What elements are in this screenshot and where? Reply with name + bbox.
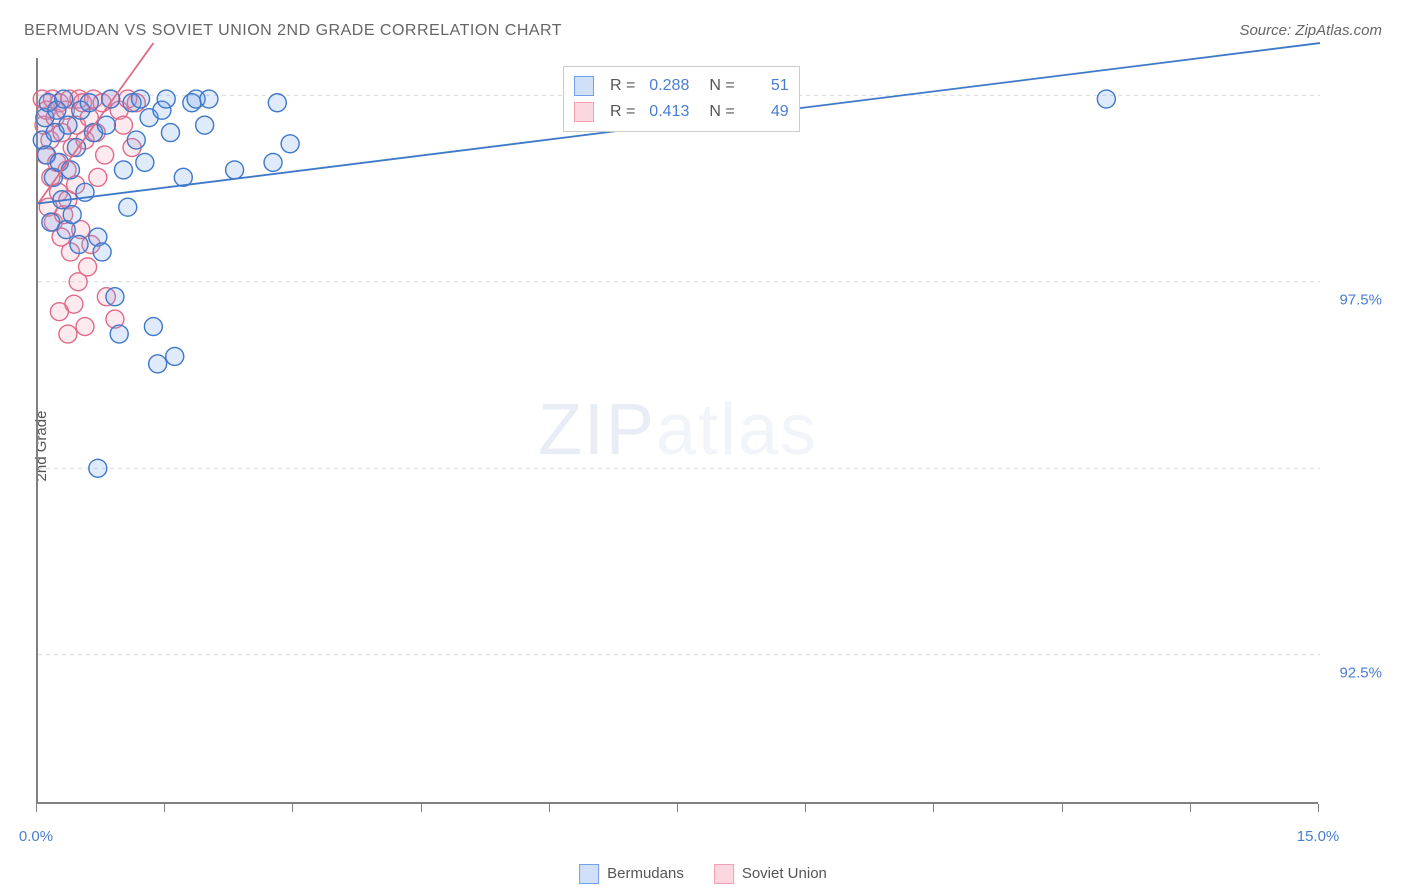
legend-swatch bbox=[579, 864, 599, 884]
legend: Bermudans Soviet Union bbox=[579, 864, 827, 884]
scatter-point bbox=[200, 90, 218, 108]
x-tick-mark bbox=[677, 804, 678, 812]
scatter-point bbox=[264, 153, 282, 171]
scatter-point bbox=[89, 168, 107, 186]
scatter-point bbox=[96, 146, 114, 164]
x-tick-mark bbox=[36, 804, 37, 812]
scatter-point bbox=[226, 161, 244, 179]
y-tick-label: 97.5% bbox=[1339, 291, 1382, 308]
scatter-point bbox=[79, 258, 97, 276]
scatter-point bbox=[59, 116, 77, 134]
x-tick-mark bbox=[1062, 804, 1063, 812]
x-tick-mark bbox=[421, 804, 422, 812]
scatter-point bbox=[127, 131, 145, 149]
scatter-point bbox=[136, 153, 154, 171]
stat-row: R =0.288 N = 51 bbox=[574, 73, 789, 99]
chart-title: BERMUDAN VS SOVIET UNION 2ND GRADE CORRE… bbox=[24, 22, 562, 40]
x-tick-mark bbox=[164, 804, 165, 812]
scatter-point bbox=[70, 236, 88, 254]
scatter-point bbox=[1097, 90, 1115, 108]
scatter-point bbox=[114, 161, 132, 179]
scatter-point bbox=[166, 347, 184, 365]
scatter-point bbox=[89, 459, 107, 477]
source-attribution: Source: ZipAtlas.com bbox=[1239, 22, 1382, 39]
scatter-point bbox=[268, 94, 286, 112]
stat-r-value: 0.413 bbox=[641, 99, 689, 125]
legend-item: Bermudans bbox=[579, 864, 684, 884]
scatter-point bbox=[281, 135, 299, 153]
x-tick-mark bbox=[805, 804, 806, 812]
series-swatch bbox=[574, 102, 594, 122]
scatter-point bbox=[149, 355, 167, 373]
x-tick-mark bbox=[549, 804, 550, 812]
scatter-point bbox=[50, 303, 68, 321]
scatter-point bbox=[119, 198, 137, 216]
stat-r-value: 0.288 bbox=[641, 73, 689, 99]
y-tick-label: 92.5% bbox=[1339, 664, 1382, 681]
x-tick-mark bbox=[933, 804, 934, 812]
scatter-point bbox=[76, 318, 94, 336]
scatter-point bbox=[61, 161, 79, 179]
x-tick-mark bbox=[292, 804, 293, 812]
scatter-point bbox=[144, 318, 162, 336]
scatter-point bbox=[55, 90, 73, 108]
series-swatch bbox=[574, 76, 594, 96]
scatter-point bbox=[97, 116, 115, 134]
stat-n-label: N = bbox=[709, 73, 734, 99]
scatter-point bbox=[59, 325, 77, 343]
stat-n-value: 49 bbox=[741, 99, 789, 125]
scatter-point bbox=[132, 90, 150, 108]
chart-svg bbox=[38, 58, 1320, 804]
legend-item: Soviet Union bbox=[714, 864, 827, 884]
scatter-point bbox=[157, 90, 175, 108]
stat-n-label: N = bbox=[709, 99, 734, 125]
correlation-stats-box: R =0.288 N = 51 R =0.413 N = 49 bbox=[563, 66, 800, 132]
scatter-point bbox=[63, 206, 81, 224]
scatter-point bbox=[161, 124, 179, 142]
x-tick-label: 15.0% bbox=[1297, 828, 1340, 845]
scatter-point bbox=[93, 243, 111, 261]
scatter-point bbox=[114, 116, 132, 134]
legend-label: Bermudans bbox=[607, 865, 684, 882]
stat-r-label: R = bbox=[610, 99, 635, 125]
plot-area: ZIPatlas bbox=[36, 58, 1318, 804]
stat-r-label: R = bbox=[610, 73, 635, 99]
scatter-point bbox=[80, 94, 98, 112]
legend-label: Soviet Union bbox=[742, 865, 827, 882]
legend-swatch bbox=[714, 864, 734, 884]
scatter-point bbox=[196, 116, 214, 134]
scatter-point bbox=[106, 288, 124, 306]
stat-row: R =0.413 N = 49 bbox=[574, 99, 789, 125]
stat-n-value: 51 bbox=[741, 73, 789, 99]
scatter-point bbox=[110, 325, 128, 343]
x-tick-mark bbox=[1190, 804, 1191, 812]
x-tick-label: 0.0% bbox=[19, 828, 53, 845]
x-tick-mark bbox=[1318, 804, 1319, 812]
